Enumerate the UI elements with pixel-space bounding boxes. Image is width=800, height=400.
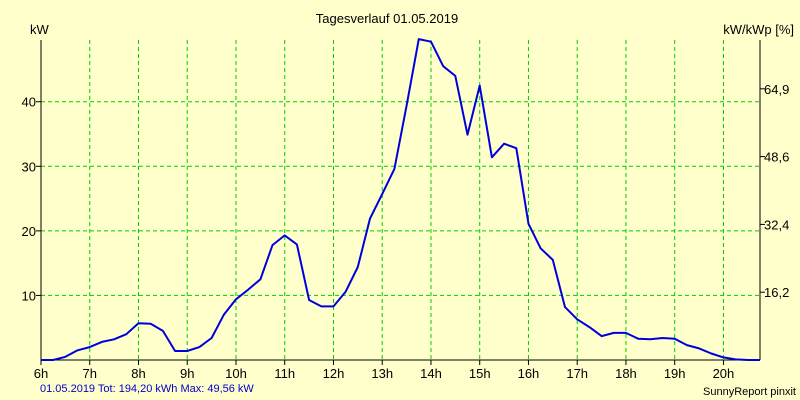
x-tick-label: 9h	[180, 366, 194, 381]
x-tick-label: 14h	[420, 366, 442, 381]
series-line	[41, 38, 760, 361]
plot-area	[41, 40, 761, 360]
tick-labels: 6h 7h 8h 9h 10h 11h 12h 13h 14h 15h 16h 17h 18h 19h 20…	[22, 82, 790, 381]
x-tick-label: 11h	[274, 366, 295, 381]
x-tick-label: 7h	[83, 366, 97, 381]
y-tick-label-left: 40	[22, 95, 36, 110]
x-tick-label: 16h	[518, 366, 540, 381]
y-tick-label-right: 16,2	[764, 285, 789, 300]
y-tick-label-left: 10	[22, 288, 36, 303]
y-tick-label-left: 30	[22, 159, 36, 174]
chart-title: Tagesverlauf 01.05.2019	[316, 11, 458, 26]
y-tick-label-left: 20	[22, 224, 36, 239]
x-tick-label: 19h	[664, 366, 686, 381]
x-tick-label: 20h	[713, 366, 735, 381]
brand-text: SunnyReport pinxit	[703, 386, 796, 398]
y-tick-label-right: 32,4	[764, 217, 789, 232]
y-axis-label-left: kW	[30, 22, 50, 37]
x-tick-label: 8h	[131, 366, 145, 381]
x-tick-label: 12h	[323, 366, 345, 381]
x-tick-label: 6h	[34, 366, 48, 381]
summary-text: 01.05.2019 Tot: 194,20 kWh Max: 49,56 kW	[40, 383, 254, 395]
y-tick-label-right: 48,6	[764, 150, 789, 165]
x-tick-label: 15h	[469, 366, 491, 381]
x-tick-label: 13h	[371, 366, 393, 381]
x-tick-label: 18h	[615, 366, 637, 381]
grid	[41, 40, 760, 360]
x-tick-label: 17h	[566, 366, 588, 381]
x-tick-label: 10h	[225, 366, 247, 381]
y-tick-label-right: 64,9	[764, 82, 789, 97]
y-axis-label-right: kW/kWp [%]	[723, 22, 794, 37]
